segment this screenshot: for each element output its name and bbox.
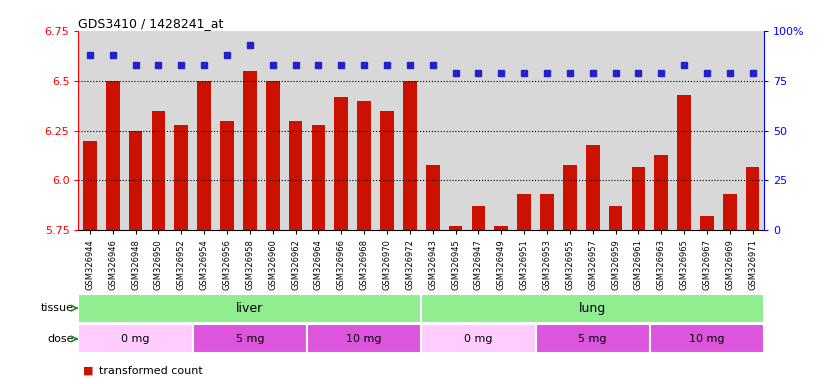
Text: lung: lung <box>579 302 606 314</box>
Text: transformed count: transformed count <box>99 366 203 376</box>
Bar <box>472 207 485 230</box>
Bar <box>358 101 371 230</box>
Text: 10 mg: 10 mg <box>346 334 382 344</box>
Bar <box>78 294 421 323</box>
Text: 5 mg: 5 mg <box>578 334 607 344</box>
Bar <box>129 131 142 230</box>
Bar <box>540 194 553 230</box>
Bar <box>174 124 188 230</box>
Bar <box>700 217 714 230</box>
Bar <box>83 141 97 230</box>
Bar <box>677 94 691 230</box>
Bar <box>380 111 394 230</box>
Bar <box>78 324 192 353</box>
Bar <box>243 71 257 230</box>
Text: dose: dose <box>47 334 74 344</box>
Bar <box>650 324 764 353</box>
Bar <box>421 324 535 353</box>
Text: liver: liver <box>236 302 263 314</box>
Bar <box>106 81 120 230</box>
Bar <box>654 154 668 230</box>
Bar <box>152 111 165 230</box>
Text: ■: ■ <box>83 366 93 376</box>
Text: 0 mg: 0 mg <box>464 334 492 344</box>
Bar <box>289 121 302 230</box>
Bar <box>517 194 531 230</box>
Bar <box>632 167 645 230</box>
Bar <box>266 81 279 230</box>
Text: 5 mg: 5 mg <box>235 334 264 344</box>
Bar <box>609 207 622 230</box>
Text: GDS3410 / 1428241_at: GDS3410 / 1428241_at <box>78 17 224 30</box>
Bar <box>563 164 577 230</box>
Bar <box>192 324 307 353</box>
Text: 10 mg: 10 mg <box>689 334 724 344</box>
Bar <box>426 164 439 230</box>
Bar <box>335 97 348 230</box>
Bar <box>221 121 234 230</box>
Bar <box>307 324 421 353</box>
Bar <box>535 324 650 353</box>
Bar <box>746 167 759 230</box>
Bar <box>449 227 463 230</box>
Bar <box>311 124 325 230</box>
Bar <box>723 194 737 230</box>
Bar <box>197 81 211 230</box>
Text: tissue: tissue <box>41 303 74 313</box>
Text: 0 mg: 0 mg <box>121 334 150 344</box>
Bar <box>421 294 764 323</box>
Bar <box>586 144 600 230</box>
Bar <box>495 227 508 230</box>
Bar <box>403 81 416 230</box>
